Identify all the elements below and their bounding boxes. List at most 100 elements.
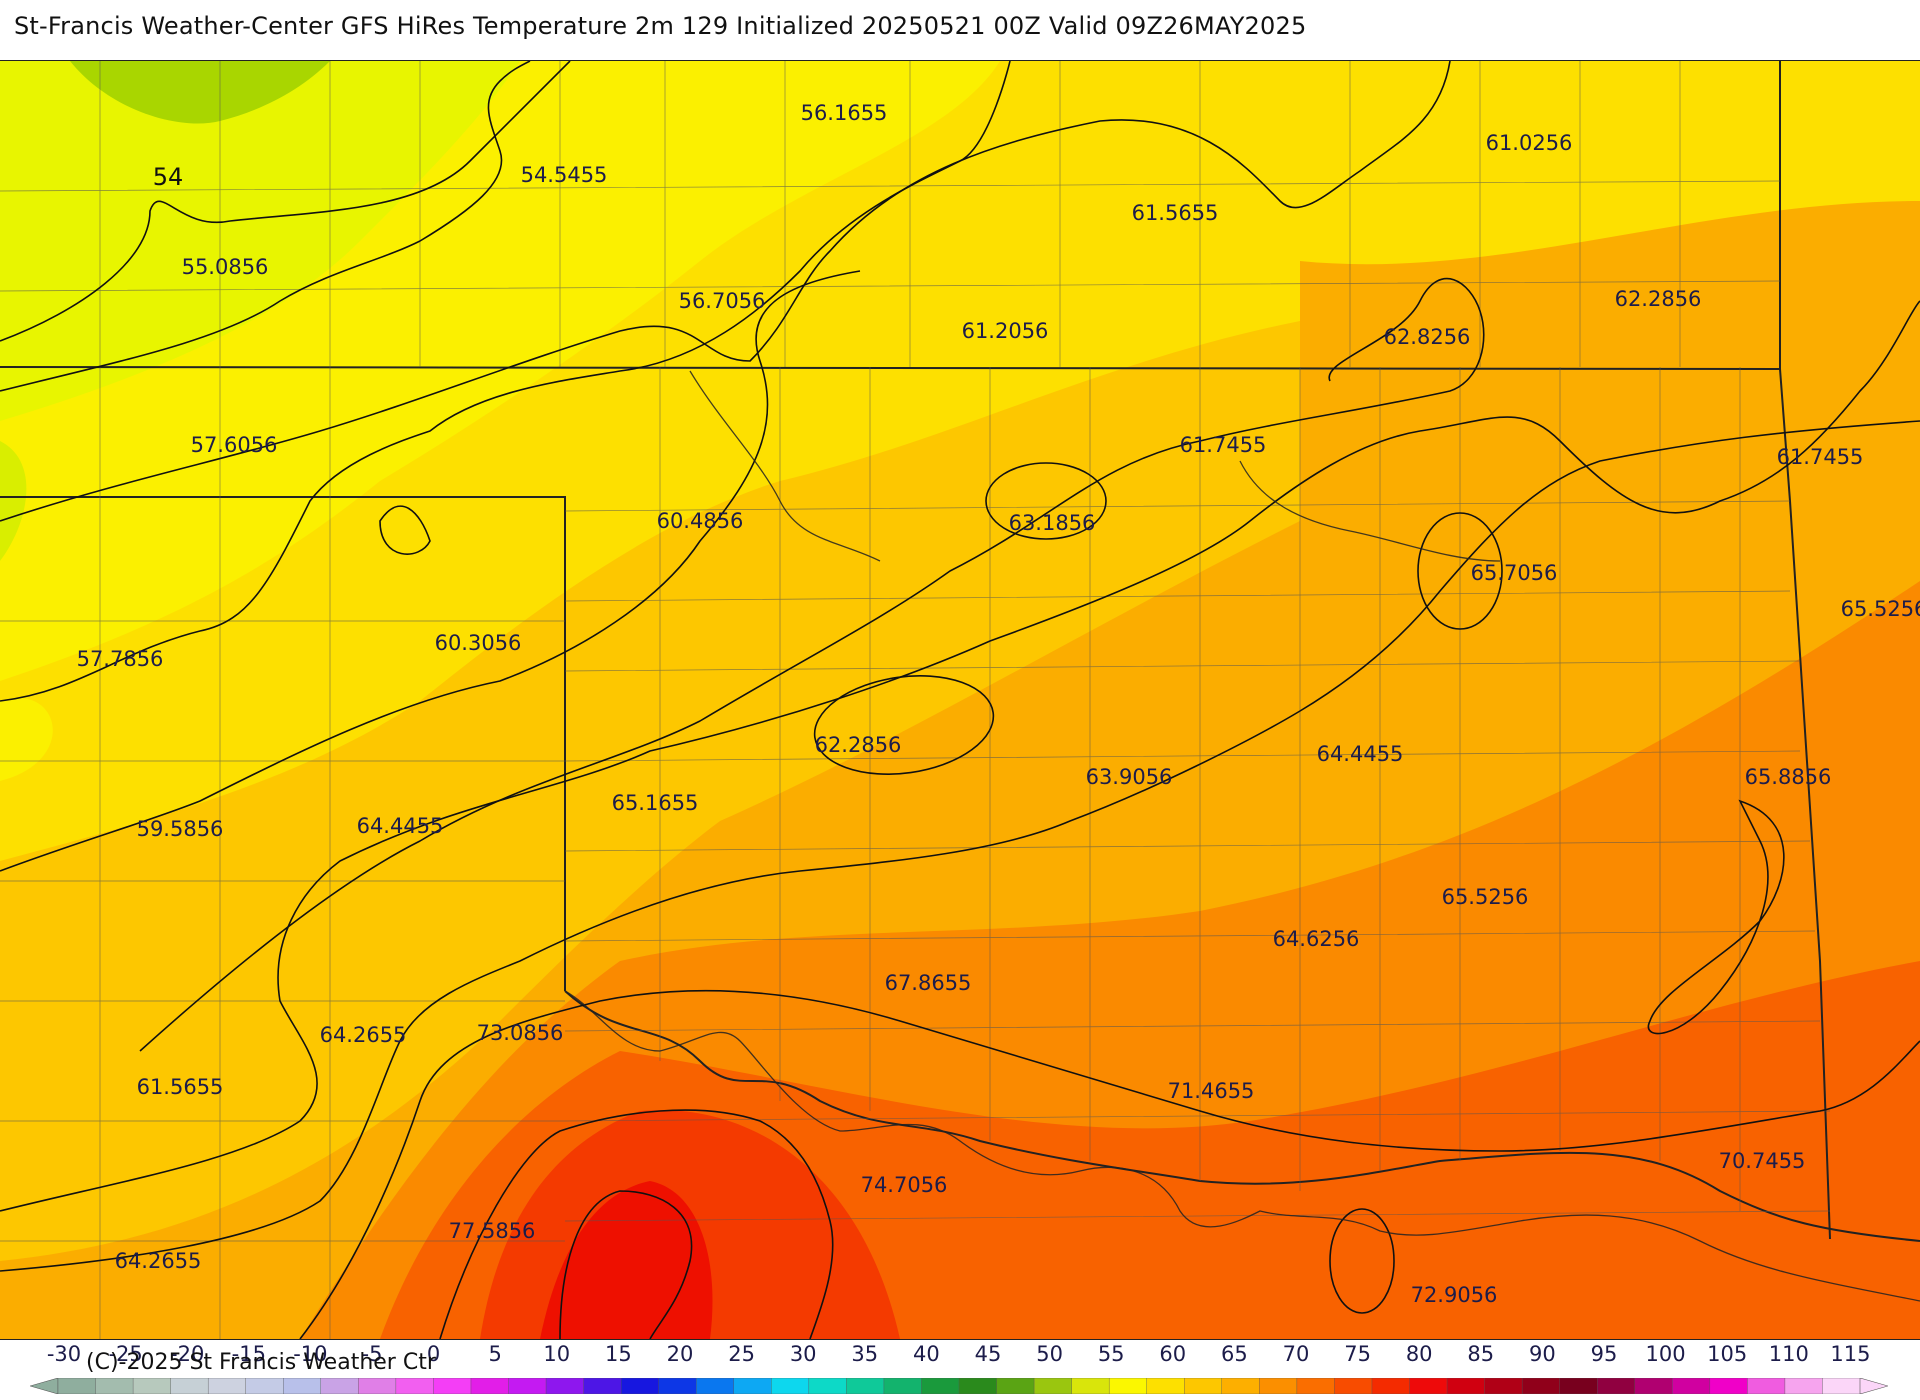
colorbar-tick-label: 0 — [426, 1342, 441, 1366]
temperature-value: 56.7056 — [678, 289, 766, 313]
colorbar-swatch — [1784, 1378, 1824, 1394]
isotherm — [0, 61, 1451, 522]
temperature-value: 72.9056 — [1410, 1283, 1498, 1307]
colorbar-tick-label: 115 — [1830, 1342, 1871, 1366]
colorbar-swatch — [207, 1378, 247, 1394]
colorbar-swatch — [283, 1378, 322, 1394]
colorbar-tick-label: -10 — [293, 1342, 328, 1366]
colorbar-swatch — [1521, 1378, 1561, 1394]
temperature-value: 65.5256 — [1441, 885, 1529, 909]
temperature-value: 60.3056 — [434, 631, 522, 655]
isotherm — [0, 61, 571, 342]
temperature-value: 62.2856 — [1614, 287, 1702, 311]
temperature-value: 65.8856 — [1744, 765, 1832, 789]
temperature-band — [0, 441, 27, 561]
colorbar-swatch — [1071, 1378, 1110, 1394]
isotherm — [1329, 1208, 1395, 1314]
colorbar-tick-label: 35 — [851, 1342, 879, 1366]
temperature-value: 64.2655 — [114, 1249, 202, 1273]
colorbar-swatch — [170, 1378, 209, 1394]
isotherm — [439, 1109, 834, 1339]
temperature-value: 74.7056 — [860, 1173, 948, 1197]
temperature-value: 54.5455 — [520, 163, 608, 187]
isotherm — [0, 270, 861, 872]
temperature-value: 62.2856 — [814, 733, 902, 757]
colorbar-swatch — [470, 1378, 510, 1394]
colorbar-swatch — [395, 1378, 435, 1394]
colorbar-swatch — [1559, 1378, 1598, 1394]
temperature-value: 64.6256 — [1272, 927, 1360, 951]
temperature-value: 60.4856 — [656, 509, 744, 533]
temperature-value: 64.2655 — [319, 1023, 407, 1047]
colorbar — [30, 1378, 1888, 1394]
temperature-value: 61.0256 — [1485, 131, 1573, 155]
river — [564, 990, 1920, 1302]
colorbar-tick-label: 55 — [1097, 1342, 1125, 1366]
colorbar-swatch — [1484, 1378, 1523, 1394]
colorbar-tick-label: 90 — [1529, 1342, 1556, 1366]
temperature-value: 57.7856 — [76, 647, 164, 671]
temperature-value: 63.1856 — [1008, 511, 1096, 535]
temperature-value: 64.4455 — [356, 814, 444, 838]
colorbar-tick-label: -5 — [361, 1342, 383, 1366]
colorbar-tick-label: 50 — [1036, 1342, 1063, 1366]
colorbar-ticks: -30 -25 -20 -15 -10 -5 0 5 10 15 20 25 30 35 40 45 50 55 6… — [0, 1342, 1920, 1372]
colorbar-swatch — [1446, 1378, 1486, 1394]
isotherm — [379, 505, 431, 555]
colorbar-swatch — [771, 1378, 810, 1394]
colorbar-tick-label: 30 — [789, 1342, 817, 1366]
temperature-value: 56.1655 — [800, 101, 888, 125]
colorbar-swatch — [1108, 1378, 1148, 1394]
colorbar-arrow-right — [1859, 1378, 1888, 1394]
colorbar-swatch — [958, 1378, 998, 1394]
colorbar-swatch — [620, 1378, 660, 1394]
temperature-value: 61.5655 — [136, 1075, 224, 1099]
isotherm — [1647, 799, 1785, 1035]
colorbar-tick-label: 85 — [1467, 1342, 1495, 1366]
temperature-value: 59.5856 — [136, 817, 224, 841]
temperature-value: 65.7056 — [1470, 561, 1558, 585]
temperature-band — [0, 697, 53, 781]
isotherm — [299, 989, 1920, 1339]
colorbar-tick-label: 80 — [1405, 1342, 1433, 1366]
colorbar-swatch — [1259, 1378, 1298, 1394]
colorbar-swatch — [733, 1378, 772, 1394]
colorbar-tick-label: 25 — [728, 1342, 755, 1366]
temperature-value: 70.7455 — [1718, 1149, 1806, 1173]
colorbar-swatch — [696, 1378, 735, 1394]
state-border — [0, 496, 566, 991]
colorbar-swatch — [508, 1378, 547, 1394]
temperature-value: 61.7455 — [1179, 433, 1267, 457]
state-border — [0, 366, 1781, 370]
isotherm — [985, 462, 1107, 540]
colorbar-swatch — [1709, 1378, 1749, 1394]
temperature-value: 65.5256 — [1840, 597, 1920, 621]
colorbar-swatch — [433, 1378, 472, 1394]
contour-label: 54 — [152, 163, 184, 191]
temperature-value: 63.9056 — [1085, 765, 1173, 789]
colorbar-swatch — [1296, 1378, 1336, 1394]
colorbar-swatch — [358, 1378, 397, 1394]
colorbar-tick-label: 100 — [1645, 1342, 1686, 1366]
temperature-value: 55.0856 — [181, 255, 269, 279]
colorbar-tick-label: 110 — [1768, 1342, 1809, 1366]
temperature-value: 77.5856 — [448, 1219, 536, 1243]
temperature-value: 71.4655 — [1167, 1079, 1255, 1103]
state-border — [564, 990, 1920, 1242]
isotherm — [559, 1190, 693, 1339]
river — [689, 370, 881, 562]
map-title: St-Francis Weather-Center GFS HiRes Temp… — [14, 12, 1307, 40]
colorbar-swatch — [808, 1378, 848, 1394]
colorbar-swatch — [545, 1378, 585, 1394]
temperature-value: 64.4455 — [1316, 742, 1404, 766]
colorbar-swatch — [921, 1378, 960, 1394]
colorbar-tick-label: 5 — [488, 1342, 502, 1366]
isotherm — [0, 61, 531, 392]
colorbar-tick-label: -15 — [231, 1342, 266, 1366]
colorbar-swatch — [658, 1378, 697, 1394]
colorbar-swatch — [1672, 1378, 1711, 1394]
colorbar-swatch — [320, 1378, 360, 1394]
isotherm — [0, 300, 1920, 1212]
temperature-map: 54 56.1655 54.5455 55.0856 56.7056 61.56… — [0, 60, 1920, 1340]
colorbar-tick-label: 65 — [1221, 1342, 1248, 1366]
